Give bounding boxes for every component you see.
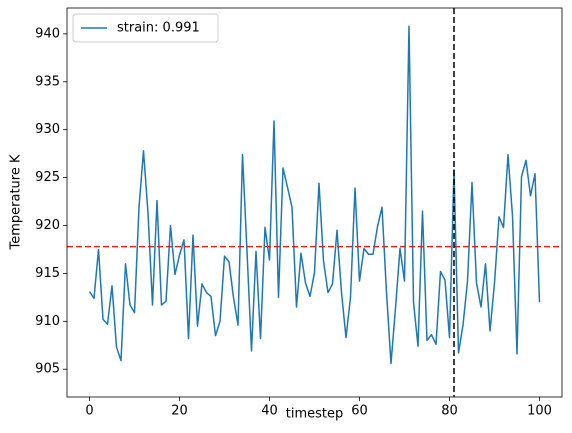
x-tick-label: 80 [441,404,458,419]
y-tick-label: 905 [35,362,60,377]
legend-label: strain: 0.991 [117,21,200,36]
x-tick-label: 100 [527,404,552,419]
legend-box [72,13,219,43]
x-tick-label: 0 [85,404,93,419]
y-axis-label: Temperature K [9,154,24,250]
y-tick-label: 935 [35,74,60,89]
x-tick-label: 20 [171,404,188,419]
y-tick-label: 930 [35,122,60,137]
y-tick-label: 940 [35,26,60,41]
y-tick-label: 920 [35,218,60,233]
axes-frame [66,7,563,398]
x-axis-label: timestep [286,407,344,422]
x-tick-label: 40 [261,404,278,419]
y-tick-label: 925 [35,170,60,185]
data-line [88,25,541,365]
x-tick-label: 60 [351,404,368,419]
y-tick-label: 915 [35,266,60,281]
y-tick-label: 910 [35,314,60,329]
